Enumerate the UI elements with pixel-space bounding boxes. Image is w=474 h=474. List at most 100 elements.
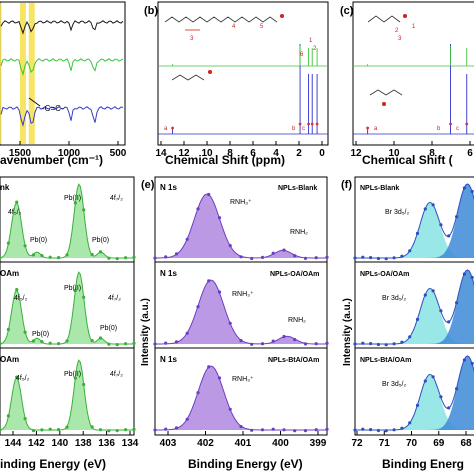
ftir-annotation: -C=C- — [42, 104, 64, 113]
ftir-band — [28, 3, 35, 144]
br-data-point — [400, 340, 404, 344]
ftir-frame — [0, 1, 126, 146]
n1s-data-point — [228, 407, 232, 411]
nmr-c-label-a: a — [374, 126, 378, 132]
n1s-data-point — [303, 429, 308, 433]
ftir-band — [0, 3, 2, 144]
n1s-data-point — [314, 342, 318, 346]
n1s-data-point — [164, 255, 168, 259]
pb-mid-pbii: Pb(II) — [64, 285, 81, 292]
br-component-fill — [355, 356, 474, 430]
nmr-b-tick-label: 14 — [155, 148, 167, 159]
ftir-xlabel: avenumber (cm⁻¹) — [0, 153, 103, 167]
n1s-title-2: N 1s — [160, 269, 177, 278]
n1s-sample-2: NPLs-OA/OAm — [270, 271, 319, 278]
ftir-tick-label: 1000 — [58, 148, 81, 159]
n1s-envelope-line — [155, 279, 327, 345]
nmr-b-frame — [157, 1, 329, 146]
pb-data-point — [65, 253, 69, 257]
pb-data-point — [82, 382, 86, 387]
pb-frame — [0, 176, 135, 436]
pb-tick-label: 142 — [28, 438, 45, 449]
pb-mid-4f72: 4f₇/₂ — [108, 295, 121, 302]
br-tick-label: 69 — [433, 438, 445, 449]
br-data-point — [423, 293, 427, 297]
panel-b-letter: (b) — [144, 5, 158, 17]
n1s-data-point — [271, 251, 275, 255]
n1s-data-point — [282, 334, 286, 339]
nmr-b-label-2: 2 — [313, 46, 317, 52]
n1s-data-point — [282, 248, 286, 252]
pb-data-point — [124, 256, 128, 260]
n1s-data-point — [207, 365, 211, 369]
pb-tick-label: 140 — [51, 438, 68, 449]
pb-data-point — [90, 339, 94, 343]
br-frame — [354, 176, 474, 436]
n1s-data-point — [260, 255, 265, 259]
pb-tick-label: 144 — [5, 438, 22, 449]
nmr-c-peak-marker — [465, 122, 469, 126]
ftir-tick-label: 500 — [110, 148, 127, 159]
br-data-point — [408, 249, 412, 253]
nmr-c-label-3: 3 — [398, 36, 402, 42]
nmr-b-tick-label: 0 — [319, 148, 325, 159]
pb-mid-pb0-b: Pb(0) — [100, 325, 117, 332]
pb-data-point — [73, 376, 77, 380]
n1s-data-point — [250, 256, 254, 261]
pb-data-point — [31, 253, 36, 257]
n1s-data-point — [303, 256, 308, 260]
br-component-fill — [355, 184, 474, 258]
nmr-c-frame — [352, 1, 474, 146]
n1s-label-rnh2-2: RNH₂ — [288, 317, 306, 324]
nmr-b-tick-label: 8 — [227, 148, 233, 159]
ftir-tick-label: 1500 — [9, 148, 32, 159]
nmr-b-peak-marker — [298, 122, 302, 126]
br-data-point — [447, 406, 451, 410]
n1s-data-point — [282, 428, 286, 432]
ftir-series-line — [0, 20, 124, 35]
pb-data-point — [132, 255, 136, 259]
n1s-component-fill — [155, 280, 327, 344]
br-data-point — [455, 387, 459, 391]
br-data-point — [455, 301, 459, 305]
pb-data-point — [23, 417, 27, 421]
pb-tick-label: 138 — [75, 438, 92, 449]
n1s-frame — [154, 176, 328, 436]
br-sample-2: NPLs-OA/OAm — [360, 271, 409, 278]
br-component-fill — [355, 202, 474, 258]
n1s-title-3: N 1s — [160, 355, 177, 364]
pb-title-2: OAm — [0, 269, 19, 278]
nmr-b-peak-marker — [307, 122, 310, 126]
br-component-fill — [355, 288, 474, 344]
n1s-data-point — [196, 305, 200, 309]
n1s-data-point — [174, 340, 179, 344]
pb-component-fill — [0, 338, 134, 344]
n1s-data-point — [185, 331, 189, 335]
nmr-b-molecule — [164, 16, 278, 81]
pb-data-point — [73, 201, 77, 205]
n1s-data-point — [217, 376, 222, 380]
br-tick-label: 68 — [460, 438, 472, 449]
br-label-2: Br 3d₅/₂ — [382, 295, 406, 302]
pb-data-point — [82, 295, 86, 299]
nmr-b-tick-label: 4 — [273, 148, 279, 159]
br-data-point — [455, 215, 459, 219]
pb-data-point — [90, 252, 94, 257]
br-data-point — [361, 341, 365, 345]
n1s-title-1: N 1s — [160, 183, 177, 192]
pb-data-point — [57, 342, 61, 346]
ftir-annotation-arrow — [28, 97, 41, 107]
nmr-c-panel: (c) 1 2 3 a b c 12 10 8 6 Chemical Shift ( — [340, 1, 474, 167]
n1s-data-point — [185, 417, 189, 421]
br-data-point — [439, 309, 443, 313]
n1s-xlabel: Binding Energy (eV) — [188, 457, 303, 471]
n1s-tick-label: 403 — [160, 438, 177, 449]
n1s-data-point — [260, 428, 265, 432]
nmr-b-label-b: b — [292, 126, 296, 132]
n1s-label-rnh3-2: RNH₃⁺ — [232, 291, 254, 298]
n1s-component-fill — [155, 250, 327, 258]
n1s-data-point — [260, 342, 265, 346]
pb-title-1: nk — [0, 183, 10, 192]
br-data-point — [415, 231, 420, 235]
br-component-fill — [355, 270, 474, 344]
